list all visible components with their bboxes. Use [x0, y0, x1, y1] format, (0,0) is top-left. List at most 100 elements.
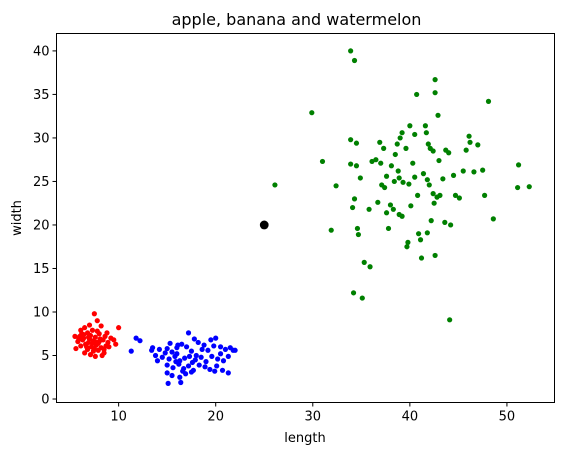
data-point: [383, 210, 390, 216]
data-point: [104, 330, 110, 336]
data-point: [128, 348, 134, 354]
data-point: [225, 370, 231, 376]
data-point: [432, 77, 438, 83]
data-point: [199, 346, 205, 353]
data-point: [178, 379, 184, 386]
data-point: [198, 354, 204, 360]
data-point: [91, 345, 97, 352]
data-point: [412, 174, 418, 180]
data-point: [215, 356, 221, 362]
data-point: [196, 362, 202, 368]
data-point: [95, 347, 101, 353]
data-point: [201, 342, 207, 348]
data-point: [162, 350, 168, 356]
data-point: [85, 334, 92, 340]
data-point: [424, 177, 430, 183]
data-point: [378, 160, 384, 166]
data-point: [359, 295, 365, 301]
data-point: [219, 367, 226, 373]
data-point: [431, 200, 437, 206]
data-point: [526, 184, 532, 190]
data-point: [94, 318, 100, 324]
data-point: [111, 337, 117, 343]
data-point: [460, 168, 466, 174]
data-point: [471, 169, 477, 175]
data-point: [432, 252, 438, 259]
data-point: [353, 163, 360, 169]
data-point: [395, 168, 401, 174]
data-point: [515, 162, 522, 168]
data-point: [367, 264, 373, 270]
y-tick-label: 25: [33, 175, 50, 190]
data-point: [385, 225, 392, 232]
data-point: [83, 344, 90, 350]
data-point: [116, 325, 122, 331]
data-point: [422, 123, 428, 129]
data-point: [404, 244, 410, 250]
data-point: [408, 203, 414, 209]
data-point: [207, 366, 213, 373]
data-point: [209, 353, 215, 359]
data-point: [420, 171, 427, 177]
y-tick-label: 30: [33, 131, 50, 146]
data-point: [482, 192, 488, 198]
data-point: [354, 225, 361, 232]
data-point: [375, 199, 381, 205]
data-point: [412, 131, 418, 138]
data-point: [78, 343, 84, 349]
data-point: [92, 353, 98, 359]
data-point: [208, 337, 214, 343]
data-point: [87, 352, 94, 358]
x-tick-label: 50: [499, 410, 516, 425]
data-point: [463, 147, 469, 153]
data-point: [272, 182, 278, 188]
data-point: [73, 345, 79, 352]
data-point: [392, 151, 398, 158]
data-point: [397, 135, 403, 141]
data-point: [436, 157, 442, 164]
y-tick-label: 0: [41, 393, 49, 408]
data-point: [149, 347, 155, 353]
data-point: [407, 123, 413, 129]
data-point: [435, 112, 441, 118]
x-axis-label: length: [284, 431, 325, 446]
data-point: [169, 349, 175, 355]
y-tick-label: 5: [41, 349, 49, 364]
y-tick-label: 35: [33, 88, 50, 103]
data-point: [217, 344, 224, 350]
data-point: [450, 172, 457, 178]
data-point: [448, 222, 454, 228]
data-point: [230, 347, 236, 353]
data-point: [76, 336, 82, 342]
data-point: [91, 311, 97, 317]
data-point: [405, 239, 411, 245]
data-point: [180, 368, 186, 374]
data-point: [456, 195, 462, 201]
data-point: [430, 148, 436, 154]
series-0: [72, 311, 122, 359]
data-point: [414, 91, 420, 98]
x-tick-label: 10: [110, 410, 127, 425]
highlight-point: [259, 220, 269, 230]
data-point: [137, 338, 143, 344]
data-point: [183, 344, 190, 350]
data-point: [217, 351, 224, 357]
data-point: [81, 332, 87, 338]
data-point: [399, 130, 405, 136]
data-point: [452, 192, 459, 198]
x-tick-label: 20: [207, 410, 224, 425]
data-point: [213, 335, 219, 341]
data-point: [188, 348, 195, 354]
data-point: [189, 359, 196, 366]
data-point: [169, 372, 175, 379]
data-point: [428, 218, 434, 224]
data-point: [351, 196, 358, 202]
data-point: [167, 340, 173, 346]
data-point: [361, 259, 367, 265]
data-point: [399, 213, 405, 219]
data-point: [166, 356, 172, 362]
data-point: [349, 204, 356, 211]
data-point: [220, 358, 227, 364]
data-point: [387, 202, 394, 208]
y-tick-label: 15: [33, 262, 50, 277]
